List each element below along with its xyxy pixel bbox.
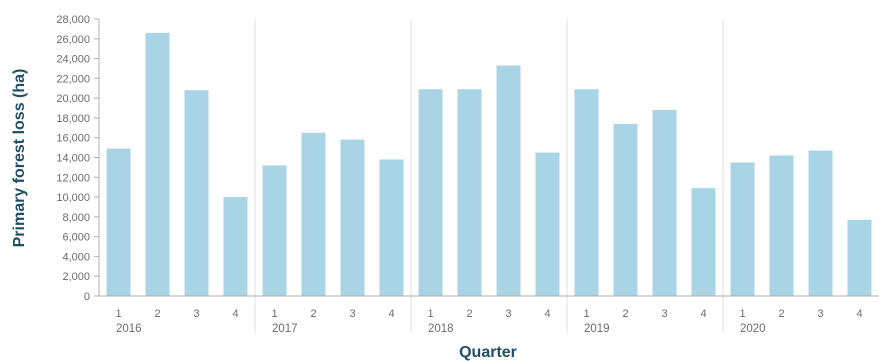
quarter-label: 2: [466, 308, 472, 320]
y-tick-label: 6,000: [62, 232, 90, 244]
y-tick-label: 2,000: [62, 271, 90, 283]
bar-2020-q4: [847, 219, 872, 296]
quarter-label: 1: [115, 308, 121, 320]
y-tick-label: 0: [84, 291, 90, 303]
bar-2019-q1: [574, 89, 599, 296]
bar-2017-q4: [379, 159, 404, 296]
y-axis-title: Primary forest loss (ha): [11, 69, 28, 248]
bar-2020-q3: [808, 150, 833, 296]
y-tick-label: 26,000: [56, 34, 90, 46]
bar-2017-q1: [262, 165, 287, 296]
y-tick-label: 4,000: [62, 251, 90, 263]
quarter-label: 1: [427, 308, 433, 320]
year-label: 2019: [584, 323, 610, 335]
bar-2018-q4: [535, 152, 560, 296]
bar-2020-q2: [769, 155, 794, 296]
year-label: 2020: [740, 323, 766, 335]
quarter-label: 3: [505, 308, 511, 320]
bar-2016-q3: [184, 90, 209, 296]
bar-2016-q4: [223, 197, 248, 296]
year-label: 2016: [116, 323, 142, 335]
quarter-label: 3: [349, 308, 355, 320]
quarter-label: 4: [232, 308, 238, 320]
year-label: 2018: [428, 323, 454, 335]
quarter-label: 4: [700, 308, 706, 320]
y-tick-label: 18,000: [56, 113, 90, 125]
bars: [106, 32, 872, 296]
quarter-label: 3: [661, 308, 667, 320]
y-tick-label: 20,000: [56, 93, 90, 105]
bar-2019-q3: [652, 110, 677, 296]
y-axis: 0 2,000 4,000 6,000 8,000 10,000 12,000 14,000 1…: [56, 14, 100, 303]
quarter-label: 4: [544, 308, 550, 320]
quarter-label: 2: [622, 308, 628, 320]
y-tick-label: 28,000: [56, 14, 90, 26]
quarter-label: 3: [193, 308, 199, 320]
bar-2018-q1: [418, 89, 443, 296]
y-tick-label: 12,000: [56, 172, 90, 184]
quarter-label: 1: [739, 308, 745, 320]
year-separators: [254, 19, 724, 333]
bar-2019-q2: [613, 123, 638, 296]
y-tick-label: 10,000: [56, 192, 90, 204]
quarter-label: 1: [271, 308, 277, 320]
quarter-label: 2: [154, 308, 160, 320]
bar-2016-q2: [145, 32, 170, 296]
bar-2017-q3: [340, 139, 365, 296]
quarter-label: 4: [388, 308, 394, 320]
bar-2018-q3: [496, 65, 521, 296]
x-axis: 1 2 3 4 2016 1 2 3 4 2017 1 2 3 4 2018 1 2 3 4 2019 1 2 3 4 2020: [99, 295, 879, 335]
bar-2020-q1: [730, 162, 755, 296]
y-tick-label: 8,000: [62, 212, 90, 224]
quarter-label: 4: [856, 308, 862, 320]
year-label: 2017: [272, 323, 298, 335]
bar-2019-q4: [691, 188, 716, 296]
quarter-label: 2: [778, 308, 784, 320]
y-tick-label: 24,000: [56, 54, 90, 66]
bar-2016-q1: [106, 148, 131, 296]
x-axis-title: Quarter: [459, 344, 517, 361]
y-tick-label: 14,000: [56, 153, 90, 165]
quarter-label: 3: [817, 308, 823, 320]
y-tick-label: 22,000: [56, 73, 90, 85]
bar-2017-q2: [301, 132, 326, 296]
quarter-label: 2: [310, 308, 316, 320]
bar-2018-q2: [457, 89, 482, 296]
y-tick-label: 16,000: [56, 133, 90, 145]
quarter-label: 1: [583, 308, 589, 320]
